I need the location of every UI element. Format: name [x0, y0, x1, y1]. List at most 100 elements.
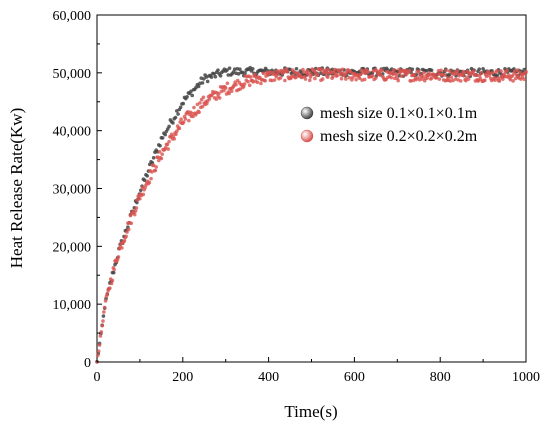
data-point [354, 77, 358, 82]
data-point [226, 73, 231, 77]
data-point [366, 69, 370, 74]
data-point [326, 67, 331, 72]
data-point [192, 105, 196, 110]
plot-area [96, 14, 527, 363]
data-point [458, 79, 463, 83]
data-point [435, 72, 440, 77]
legend-label: mesh size 0.2×0.2×0.2m [320, 128, 478, 145]
data-point [422, 70, 426, 75]
data-point [158, 143, 162, 148]
data-point [275, 69, 279, 73]
data-point [111, 270, 116, 275]
data-point [392, 76, 397, 81]
data-point [495, 68, 499, 73]
data-point [132, 212, 137, 217]
data-point [108, 286, 112, 290]
data-point [124, 234, 128, 239]
data-point [160, 152, 165, 156]
data-point [522, 77, 527, 82]
data-point [483, 78, 487, 83]
data-point [147, 180, 152, 185]
data-point [173, 115, 178, 120]
data-point [122, 239, 127, 243]
y-axis-ticks: 0 10,000 20,000 30,000 40,000 50,000 60,000 [53, 9, 102, 371]
data-point [447, 69, 452, 73]
data-point [416, 69, 421, 74]
data-point [112, 267, 116, 272]
data-point [479, 71, 484, 75]
data-point [493, 78, 497, 82]
data-point [151, 155, 156, 160]
data-point [429, 68, 434, 73]
data-point [227, 66, 232, 70]
data-point [344, 71, 349, 75]
y-tick-label: 10,000 [53, 298, 92, 313]
data-point [223, 86, 228, 90]
data-point [513, 76, 518, 81]
data-point [394, 73, 399, 78]
data-point [410, 67, 415, 72]
data-point [183, 117, 188, 121]
data-point [133, 209, 138, 213]
data-point [278, 76, 283, 80]
data-point [307, 70, 311, 74]
data-point [116, 255, 121, 259]
data-point [399, 74, 404, 78]
data-point [497, 79, 502, 83]
data-point [197, 110, 201, 115]
data-point [98, 334, 103, 338]
data-point [242, 82, 247, 86]
data-point [129, 221, 134, 226]
data-point [439, 68, 443, 73]
data-point [248, 75, 253, 79]
y-tick-label: 20,000 [53, 240, 92, 255]
data-point [495, 73, 500, 78]
data-point [200, 104, 205, 109]
data-point [105, 291, 110, 296]
data-point [344, 77, 348, 81]
x-tick-label: 400 [258, 370, 279, 385]
data-point [320, 67, 324, 72]
data-point [460, 73, 465, 78]
data-point [238, 67, 242, 72]
data-point [201, 95, 206, 100]
data-point [253, 72, 257, 77]
data-point [374, 76, 378, 80]
data-point [326, 75, 330, 79]
data-point [285, 69, 290, 74]
points-layer [95, 65, 528, 364]
data-point [160, 136, 165, 140]
data-point [524, 69, 528, 74]
data-point [511, 79, 515, 83]
data-point [99, 330, 104, 334]
data-point [202, 77, 206, 81]
data-point [442, 73, 447, 77]
data-point [335, 73, 340, 78]
data-point [200, 81, 205, 85]
data-point [96, 353, 100, 358]
data-point [247, 83, 252, 88]
data-point [166, 147, 171, 151]
data-point [315, 73, 320, 77]
data-point [309, 72, 314, 77]
data-point [471, 69, 476, 73]
data-point [307, 78, 312, 83]
data-point [246, 79, 250, 84]
data-point [225, 68, 229, 72]
data-point [261, 71, 266, 76]
data-point [153, 168, 158, 173]
data-point [205, 79, 210, 84]
data-point [163, 132, 168, 137]
data-point [320, 77, 325, 81]
data-point [437, 77, 442, 81]
data-point [362, 77, 367, 82]
data-point [455, 69, 460, 73]
data-point [167, 139, 171, 144]
y-tick-label: 30,000 [53, 183, 92, 198]
data-point [149, 176, 153, 181]
data-point [213, 74, 218, 79]
data-point [303, 77, 308, 81]
data-point [358, 72, 363, 77]
data-point [347, 75, 352, 80]
data-point [165, 142, 170, 147]
